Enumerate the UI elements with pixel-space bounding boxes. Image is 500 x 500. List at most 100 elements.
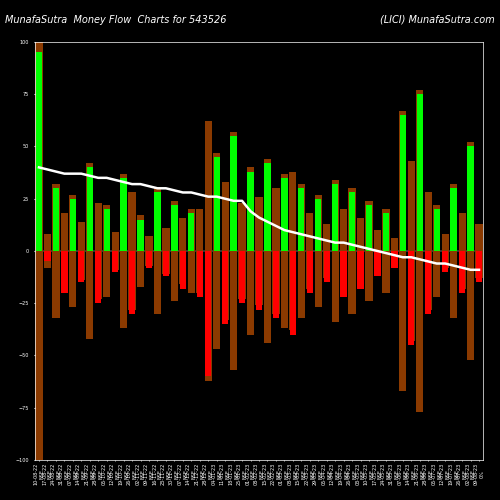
Bar [433,205,440,251]
Bar [146,251,152,266]
Bar [374,230,381,251]
Bar [374,251,380,276]
Bar [205,251,212,376]
Bar [137,216,144,251]
Bar [230,136,237,251]
Bar [36,42,43,251]
Bar [391,251,398,264]
Bar [467,142,474,251]
Bar [408,251,414,345]
Bar [434,209,440,251]
Bar [383,214,389,251]
Bar [196,251,203,293]
Bar [264,163,270,251]
Bar [103,205,110,251]
Bar [171,205,177,251]
Bar [476,224,482,251]
Bar [442,251,448,272]
Bar [154,192,160,251]
Bar [272,251,280,314]
Bar [256,196,262,251]
Bar [458,251,466,288]
Bar [408,251,415,341]
Bar [94,251,102,299]
Bar [162,251,170,274]
Bar [188,209,195,251]
Bar [256,251,262,306]
Bar [95,251,102,303]
Bar [332,180,339,251]
Bar [425,251,432,314]
Bar [467,251,474,360]
Bar [44,251,51,262]
Bar [290,251,296,330]
Bar [459,251,466,293]
Bar [61,251,68,293]
Bar [188,214,194,251]
Bar [290,251,296,334]
Bar [230,251,237,370]
Bar [450,184,457,251]
Bar [171,201,178,251]
Bar [340,251,347,297]
Bar [264,251,271,343]
Bar [196,209,203,251]
Bar [256,251,262,310]
Bar [204,122,212,251]
Bar [162,228,170,251]
Bar [154,188,161,251]
Bar [290,172,296,251]
Bar [128,251,136,310]
Bar [315,198,322,251]
Bar [382,209,390,251]
Bar [120,178,127,251]
Bar [94,203,102,251]
Bar [86,163,94,251]
Bar [281,174,288,251]
Bar [247,168,254,251]
Bar [214,157,220,251]
Bar [314,194,322,251]
Bar [391,238,398,251]
Text: MunafaSutra  Money Flow  Charts for 543526: MunafaSutra Money Flow Charts for 543526 [5,15,226,25]
Bar [239,251,246,303]
Bar [306,214,314,251]
Bar [78,251,85,280]
Bar [264,159,271,251]
Bar [298,188,304,251]
Bar [357,251,364,284]
Bar [349,192,356,251]
Text: (LICI) MunafaSutra.com: (LICI) MunafaSutra.com [380,15,495,25]
Bar [52,184,60,251]
Bar [306,251,314,288]
Bar [332,184,338,251]
Bar [52,188,59,251]
Bar [442,234,449,251]
Bar [52,251,60,318]
Bar [112,232,118,251]
Bar [366,201,372,251]
Bar [69,194,76,251]
Bar [408,161,415,251]
Bar [120,174,127,251]
Bar [476,251,482,278]
Bar [204,251,212,380]
Bar [69,251,76,308]
Bar [222,251,228,324]
Bar [468,146,473,251]
Bar [324,251,330,282]
Bar [154,251,161,314]
Bar [112,251,118,270]
Bar [424,251,432,310]
Bar [391,251,398,268]
Bar [44,251,51,268]
Bar [400,111,406,251]
Bar [357,218,364,251]
Bar [273,251,279,318]
Bar [70,198,76,251]
Bar [400,115,406,251]
Bar [332,251,339,322]
Bar [128,192,136,251]
Bar [188,251,195,293]
Bar [424,192,432,251]
